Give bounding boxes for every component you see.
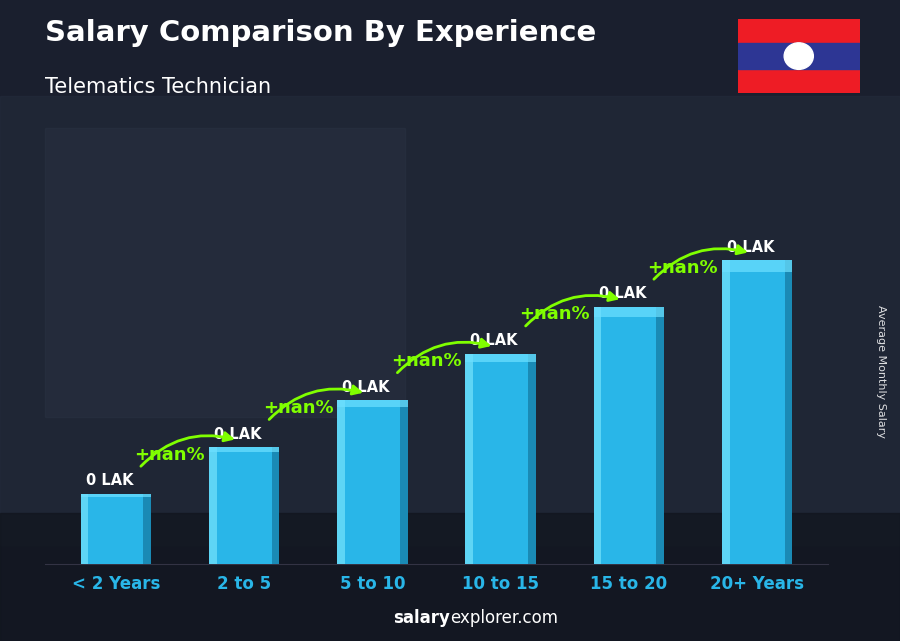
Bar bbox=[45, 128, 405, 417]
Bar bbox=[465, 354, 536, 362]
Bar bbox=[209, 447, 217, 564]
Bar bbox=[738, 69, 860, 93]
Bar bbox=[81, 494, 88, 564]
Circle shape bbox=[784, 43, 814, 69]
Bar bbox=[738, 43, 860, 69]
Text: Average Monthly Salary: Average Monthly Salary bbox=[877, 305, 886, 438]
Bar bbox=[0, 513, 900, 641]
Bar bbox=[722, 260, 792, 272]
Bar bbox=[81, 494, 151, 497]
Text: 0 LAK: 0 LAK bbox=[86, 473, 133, 488]
Bar bbox=[143, 494, 151, 564]
Text: 0 LAK: 0 LAK bbox=[471, 333, 518, 348]
Text: +nan%: +nan% bbox=[391, 352, 462, 370]
Text: +nan%: +nan% bbox=[647, 258, 718, 276]
Bar bbox=[656, 307, 664, 564]
Bar bbox=[785, 260, 792, 564]
Text: 0 LAK: 0 LAK bbox=[342, 380, 390, 395]
Bar bbox=[594, 307, 664, 564]
Text: 0 LAK: 0 LAK bbox=[727, 240, 775, 254]
Bar bbox=[338, 401, 408, 564]
Bar bbox=[338, 401, 408, 407]
Bar bbox=[738, 19, 860, 43]
Bar bbox=[209, 447, 279, 564]
Bar bbox=[594, 307, 664, 317]
Bar bbox=[594, 307, 601, 564]
Text: 0 LAK: 0 LAK bbox=[214, 426, 262, 442]
Bar bbox=[272, 447, 279, 564]
Bar bbox=[465, 354, 473, 564]
Text: Salary Comparison By Experience: Salary Comparison By Experience bbox=[45, 19, 596, 47]
Text: salary: salary bbox=[393, 609, 450, 627]
Bar bbox=[209, 447, 279, 452]
Bar bbox=[81, 494, 151, 564]
Text: explorer.com: explorer.com bbox=[450, 609, 558, 627]
Bar bbox=[722, 260, 730, 564]
Text: 0 LAK: 0 LAK bbox=[598, 287, 646, 301]
Text: +nan%: +nan% bbox=[519, 305, 590, 323]
Bar bbox=[465, 354, 536, 564]
Text: +nan%: +nan% bbox=[134, 445, 205, 463]
Text: +nan%: +nan% bbox=[263, 399, 333, 417]
Bar bbox=[528, 354, 536, 564]
Bar bbox=[338, 401, 345, 564]
Bar bbox=[400, 401, 408, 564]
Bar bbox=[722, 260, 792, 564]
Text: Telematics Technician: Telematics Technician bbox=[45, 77, 271, 97]
Bar bbox=[0, 96, 900, 545]
